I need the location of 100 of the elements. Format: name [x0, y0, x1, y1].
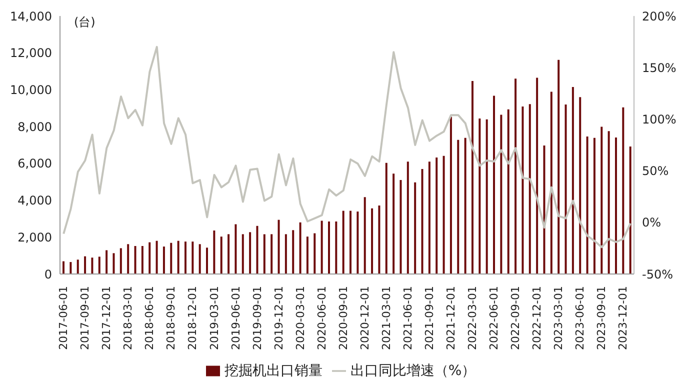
bar: [84, 256, 86, 274]
x-tick-label: 2020-03-01: [294, 286, 307, 350]
bar: [228, 234, 230, 274]
bar: [608, 131, 610, 274]
x-tick-label: 2019-03-01: [208, 286, 221, 350]
bar: [76, 260, 79, 274]
bar: [162, 246, 165, 274]
line-series: [62, 46, 632, 248]
bar: [442, 156, 445, 274]
bar: [550, 92, 552, 274]
bar: [457, 140, 460, 274]
y2-tick-label: 50%: [642, 164, 669, 178]
x-tick-label: 2022-03-01: [466, 286, 480, 350]
bar: [450, 116, 452, 274]
bar: [70, 262, 72, 274]
bar: [234, 224, 237, 274]
y2-tick-label: 200%: [642, 9, 676, 24]
x-tick-label: 2019-09-01: [250, 286, 264, 350]
x-tick-label: 2017-12-01: [100, 286, 114, 350]
x-tick-label: 2021-12-01: [444, 286, 458, 350]
x-tick-label: 2022-09-01: [509, 286, 522, 350]
bar: [134, 246, 136, 274]
y-axis-title: (台): [74, 15, 96, 29]
y-tick-label: 4,000: [18, 194, 52, 208]
bar: [106, 250, 108, 274]
x-tick-label: 2019-12-01: [272, 286, 286, 350]
bar: [263, 234, 266, 274]
bar: [428, 162, 430, 274]
bar: [242, 234, 244, 274]
x-tick-label: 2018-03-01: [122, 286, 135, 350]
bar: [464, 138, 466, 274]
bar: [292, 230, 294, 274]
bar: [320, 220, 323, 274]
x-tick-label: 2018-06-01: [143, 286, 156, 350]
y2-tick-label: 100%: [642, 112, 676, 126]
y-tick-label: 0: [44, 267, 52, 282]
bar: [249, 232, 252, 274]
bar: [378, 205, 380, 274]
x-tick-label: 2020-09-01: [336, 286, 350, 350]
x-tick-label: 2022-12-01: [530, 286, 544, 350]
bar: [514, 78, 517, 274]
x-tick-label: 2017-09-01: [78, 286, 92, 350]
x-tick-label: 2017-06-01: [57, 286, 70, 350]
bar: [586, 136, 588, 274]
x-tick-label: 2018-09-01: [164, 286, 178, 350]
y2-tick-label: 150%: [642, 60, 676, 75]
bar: [206, 248, 208, 274]
bar: [536, 78, 538, 274]
bar: [256, 226, 258, 274]
bar: [127, 244, 130, 274]
x-tick-label: 2018-12-01: [186, 286, 200, 350]
bar: [335, 221, 338, 274]
bar: [564, 104, 567, 274]
bar: [543, 146, 546, 274]
bar: [342, 210, 344, 274]
bar: [156, 240, 158, 274]
bar: [141, 246, 144, 274]
bar: [493, 96, 496, 274]
bar: [486, 119, 488, 274]
y-tick-label: 8,000: [18, 120, 52, 134]
bar: [213, 230, 216, 274]
bar: [629, 146, 632, 274]
bar: [522, 106, 524, 274]
bar: [278, 220, 280, 274]
x-tick-label: 2021-03-01: [380, 286, 393, 350]
x-tick-label: 2023-06-01: [574, 286, 587, 350]
bar: [478, 118, 481, 274]
bar: [385, 162, 388, 274]
y-tick-label: 12,000: [10, 46, 52, 60]
bar: [198, 244, 201, 274]
x-tick-label: 2023-03-01: [552, 286, 566, 350]
x-tick-label: 2021-06-01: [401, 286, 414, 350]
bar: [558, 60, 560, 274]
y-tick-label: 14,000: [10, 9, 52, 24]
bar: [98, 256, 100, 274]
bar: [421, 168, 424, 274]
legend-label: 出口同比增速（%）: [350, 363, 476, 379]
bar: [572, 86, 574, 274]
bar: [507, 109, 510, 274]
bar: [112, 253, 115, 274]
y-tick-label: 10,000: [10, 82, 52, 97]
y-tick-label: 6,000: [18, 156, 52, 171]
bar: [356, 212, 359, 274]
bar: [579, 97, 582, 274]
y2-tick-label: -50%: [642, 267, 674, 282]
bar: [306, 236, 308, 274]
bar: [364, 197, 366, 274]
bar: [299, 222, 302, 274]
x-tick-label: 2023-09-01: [595, 286, 608, 350]
bar: [170, 242, 172, 274]
bar: [177, 240, 180, 274]
bar: [220, 236, 222, 274]
bar: [270, 234, 273, 274]
bar: [614, 137, 617, 274]
x-tick-label: 2019-06-01: [229, 286, 242, 350]
bar: [414, 182, 416, 274]
bar: [120, 248, 122, 274]
bar: [500, 114, 502, 274]
bar: [91, 258, 94, 274]
bar: [284, 234, 287, 274]
